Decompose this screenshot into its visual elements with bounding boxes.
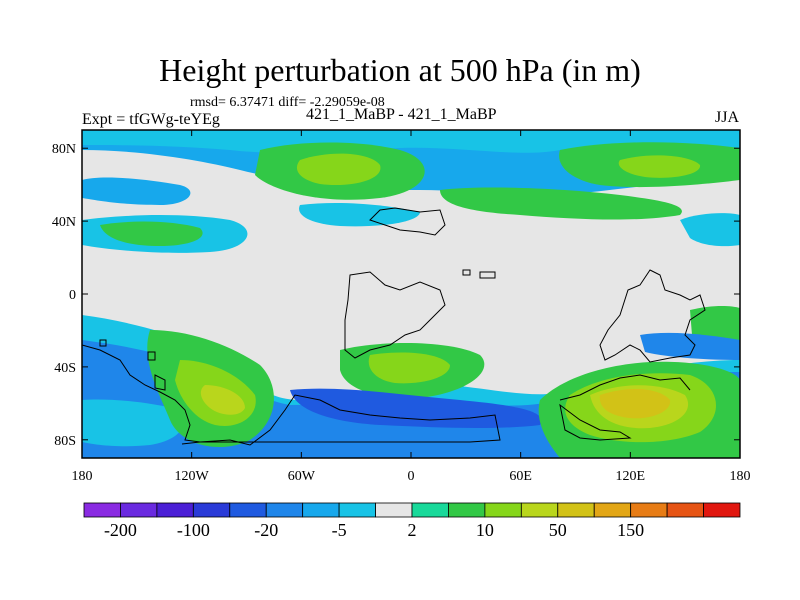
colorbar-label: 2 (408, 520, 417, 540)
colorbar-swatch (302, 502, 340, 518)
x-tick-label: 60E (509, 469, 532, 484)
colorbar-swatch (338, 502, 376, 518)
x-axis: 180 120W 60W 0 60E 120E 180 (72, 130, 751, 484)
x-tick-label: 120W (175, 469, 210, 484)
stats-line: rmsd= 6.37471 diff= -2.29059e-08 (190, 95, 385, 110)
colorbar: -200 -100 -20 -5 2 10 50 150 (83, 502, 741, 540)
colorbar-swatch (520, 502, 559, 518)
x-tick-label: 120E (616, 469, 646, 484)
colorbar-swatch (265, 502, 304, 518)
y-tick-label: 80N (52, 142, 76, 157)
colorbar-label: 50 (549, 520, 567, 540)
y-axis: 80N 40N 0 40S 80S (52, 142, 740, 449)
arctic-anomaly-band (82, 130, 740, 253)
experiment-label: Expt = tfGWg-teYEg (82, 111, 220, 128)
colorbar-swatch (448, 502, 486, 518)
colorbar-label: 10 (476, 520, 494, 540)
colorbar-swatch (557, 502, 595, 518)
colorbar-swatch (703, 502, 741, 518)
x-tick-label: 180 (72, 469, 93, 484)
colorbar-swatch (484, 502, 522, 518)
colorbar-swatch (229, 502, 267, 518)
colorbar-swatch (192, 502, 231, 518)
southern-anomaly-band (82, 305, 740, 458)
x-tick-label: 180 (730, 469, 751, 484)
colorbar-swatch (120, 502, 158, 518)
coastlines (82, 207, 706, 446)
colorbar-label: -20 (254, 520, 278, 540)
colorbar-label: 150 (617, 520, 644, 540)
colorbar-label: -5 (332, 520, 347, 540)
y-tick-label: 40N (52, 215, 76, 230)
colorbar-swatch (411, 502, 449, 518)
colorbar-swatch (156, 502, 194, 518)
x-tick-label: 60W (288, 469, 316, 484)
x-tick-label: 0 (408, 469, 415, 484)
season-label: JJA (715, 109, 740, 126)
chart-title: Height perturbation at 500 hPa (in m) (159, 52, 641, 88)
colorbar-swatch (630, 502, 668, 518)
case-pair-label: 421_1_MaBP - 421_1_MaBP (306, 106, 497, 123)
colorbar-label: -100 (177, 520, 210, 540)
y-tick-label: 40S (54, 361, 76, 376)
colorbar-swatch (83, 502, 121, 518)
colorbar-swatch (375, 502, 413, 518)
colorbar-swatch (666, 502, 704, 518)
colorbar-label: -200 (104, 520, 137, 540)
y-tick-label: 0 (69, 288, 76, 303)
colorbar-swatch (593, 502, 632, 518)
y-tick-label: 80S (54, 434, 76, 449)
